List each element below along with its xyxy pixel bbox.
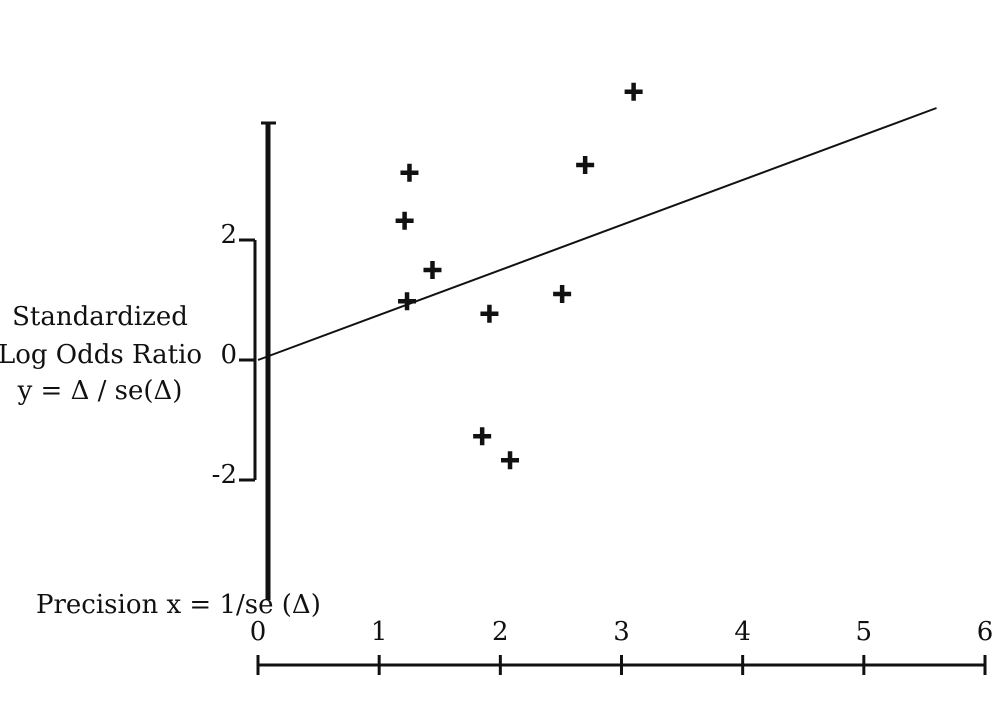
data-point [501, 451, 520, 470]
data-point [624, 82, 643, 101]
data-point [473, 427, 492, 446]
y-axis-label: Log Odds Ratio [0, 340, 202, 370]
x-tick-label: 4 [734, 617, 751, 647]
x-tick-label: 1 [371, 617, 388, 647]
x-tick-label: 6 [977, 617, 994, 647]
data-point [576, 156, 595, 174]
x-axis-label: Precision x = 1/se (Δ) [36, 590, 321, 620]
y-axis-label: Standardized [12, 302, 188, 332]
data-point [480, 304, 499, 323]
x-tick-label: 0 [250, 617, 267, 647]
x-tick-label: 3 [613, 617, 630, 647]
data-point [423, 261, 442, 279]
x-tick-label: 5 [856, 617, 873, 647]
data-point [553, 285, 572, 303]
y-tick-label: -2 [212, 460, 237, 490]
x-tick-label: 2 [492, 617, 509, 647]
data-point [398, 292, 417, 311]
data-point [400, 163, 419, 182]
regression-line [257, 107, 937, 361]
data-point [395, 211, 414, 230]
y-axis-label: y = Δ / se(Δ) [17, 376, 183, 406]
y-tick-label: 2 [220, 220, 237, 250]
y-tick-label: 0 [220, 340, 237, 370]
